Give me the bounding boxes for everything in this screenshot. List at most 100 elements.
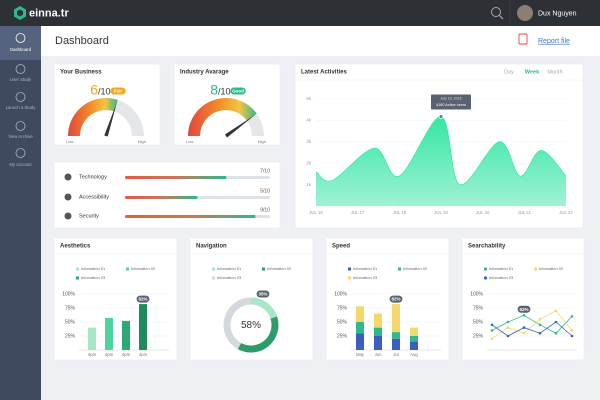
series-point [506,326,510,329]
gauge-fill [188,98,257,136]
legend-label: Infomation 02 [131,266,156,271]
series-point [506,334,510,338]
donut-center: 58% [241,320,261,331]
series-point [490,329,494,332]
donut-segment [237,316,279,353]
pdf-icon[interactable] [518,33,528,45]
badge: 82% [391,297,400,302]
gauge-needle [224,114,256,138]
stack-segment [392,304,400,333]
y-tick-label: 50% [473,319,484,325]
bar [105,318,113,350]
user-name[interactable]: Dux Nguyen [538,10,577,17]
badge-bg [517,305,531,313]
series-point [554,309,558,313]
tab[interactable]: Month [547,69,562,75]
legend-label: Infomation 03 [489,275,514,280]
stack-segment [410,336,418,342]
sidebar [0,26,41,400]
x-tick-label: 4pm [139,352,148,357]
y-tick-label: 1k [306,182,312,187]
nav-label[interactable]: Launch a Study [6,105,37,110]
avatar[interactable] [517,5,533,21]
y-tick-label: 25% [473,333,484,339]
bar [88,327,96,350]
progress-value: 9/10 [260,207,270,213]
stack-segment [356,306,364,322]
legend-marker [76,267,79,271]
page-title: Dashboard [55,35,109,47]
x-tick-label: Jun [375,352,383,357]
legend-label: Infomation 03 [81,275,106,280]
sidebar-active [0,26,41,60]
series-line [491,314,573,334]
series-point [506,320,510,324]
x-tick-label: JUL 21 [518,210,532,215]
x-tick-label: JUL 18 [393,210,407,215]
logo-icon-inner [17,9,23,17]
searchability-card [461,237,585,361]
nav-icon[interactable] [15,33,26,43]
gauge-out-of: /10 [98,86,111,96]
badge: 62% [519,307,528,312]
nav-icon[interactable] [15,148,26,158]
progress-value: 5/10 [260,188,270,194]
logo-text[interactable]: einna.tr [29,7,69,19]
header [41,26,600,56]
gauge-score: 6 [90,82,98,98]
y-tick-label: 75% [473,305,484,311]
legend-marker [398,267,401,271]
gauge-low: Low [186,139,193,144]
activity-area [316,116,566,206]
y-tick-label: 4k [306,118,312,123]
gauge-high: High [138,139,146,144]
y-tick-label: 25% [337,333,348,339]
legend-marker [76,276,79,280]
nav-label[interactable]: User Study [10,77,32,82]
tooltip-text: 4180 Active users [436,103,466,107]
card-title: Speed [332,244,350,250]
tab[interactable]: Week [525,69,540,75]
series-point [570,334,574,338]
legend-label: Infomation 03 [353,275,378,280]
nav-icon[interactable] [15,121,26,131]
nav-icon[interactable] [15,92,26,102]
series-point [554,320,558,324]
tab[interactable]: Day [504,69,514,75]
x-tick-label: 4pm [122,352,131,357]
nav-label[interactable]: View Archive [8,134,33,139]
y-tick-label: 5k [306,96,312,101]
legend-marker [483,276,488,280]
peak-dot [438,114,444,119]
legend-label: Infomation 01 [489,266,514,271]
gauge-high: High [258,139,266,144]
card-title: Latest Activities [301,70,347,76]
nav-label[interactable]: Dashboard [10,47,32,52]
x-tick-label: 4pm [105,352,114,357]
stack-segment [374,336,382,350]
x-tick-label: Jul [393,352,399,357]
x-tick-label: JUL 16 [309,210,323,215]
nav-icon[interactable] [15,64,26,74]
series-line [491,310,573,340]
legend-marker [212,276,215,280]
legend-marker [348,276,351,280]
badge: Fair [114,88,123,93]
legend-marker [126,267,129,271]
search-icon[interactable] [491,7,501,17]
card-title: Aesthetics [60,244,91,250]
report-link[interactable]: Report file [538,38,570,45]
legend-marker [262,267,265,271]
x-tick-label: JUL 22 [559,210,573,215]
progress-bar [125,176,227,179]
series-point [538,331,542,335]
donut-segment [250,297,278,319]
donut-segment [223,297,252,350]
bar [122,320,130,350]
badge-bg [389,295,403,303]
series-point [538,317,542,321]
progress-icon [64,193,72,201]
gauge-needle [104,101,118,137]
stack-segment [392,332,400,339]
nav-label[interactable]: My Account [9,162,32,167]
